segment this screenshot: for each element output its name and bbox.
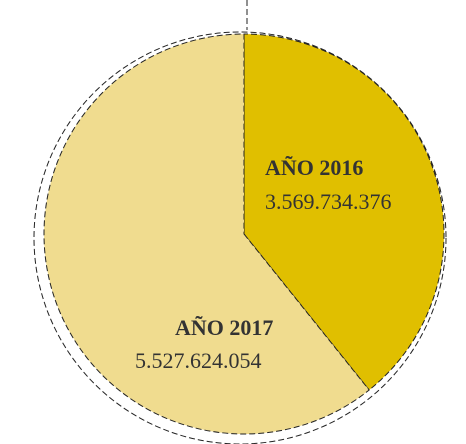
- slice-category: AÑO 2017: [175, 315, 273, 340]
- slice-value: 3.569.734.376: [265, 189, 392, 214]
- outline: [33, 31, 447, 444]
- slice-value: 5.527.624.054: [135, 348, 262, 373]
- pie-slice: [243, 33, 445, 391]
- pie-slice: [43, 33, 370, 435]
- slice-category: AÑO 2016: [265, 155, 363, 180]
